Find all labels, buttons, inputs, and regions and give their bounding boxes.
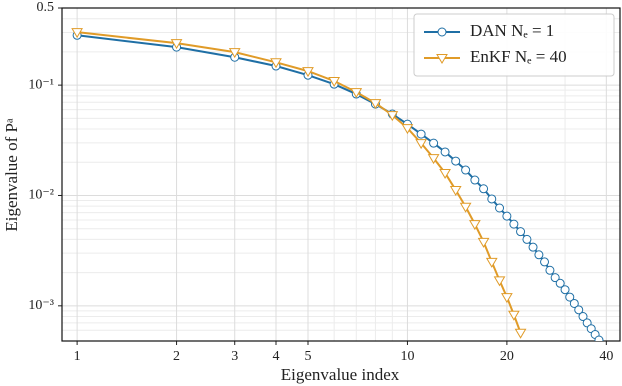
marker <box>508 310 520 321</box>
marker <box>594 335 604 341</box>
x-tick-label: 2 <box>173 349 180 364</box>
legend-box <box>413 13 615 77</box>
legend-marker <box>436 54 448 64</box>
marker <box>461 165 471 175</box>
marker <box>555 278 565 288</box>
marker <box>487 194 497 204</box>
marker <box>560 285 570 295</box>
marker <box>545 265 555 275</box>
marker <box>578 312 588 322</box>
series-line <box>76 34 600 341</box>
marker <box>270 58 282 69</box>
marker <box>415 139 427 150</box>
x-axis-label: Eigenvalue index <box>281 365 400 384</box>
marker <box>386 111 399 122</box>
x-tick-label: 1 <box>74 349 81 364</box>
marker <box>522 234 532 244</box>
marker <box>495 203 505 213</box>
marker <box>451 156 461 166</box>
plot-area <box>71 28 604 341</box>
y-tick-label: 0.5 <box>37 0 55 15</box>
marker <box>170 39 183 50</box>
marker <box>565 292 575 302</box>
y-axis-label: Eigenvalue of Pᵃ <box>2 118 21 232</box>
marker <box>427 154 440 165</box>
y-tick-label: 10⁻² <box>28 188 54 203</box>
marker <box>534 250 544 260</box>
marker <box>71 28 83 39</box>
plot-frame <box>61 7 621 342</box>
y-tick-label: 10⁻³ <box>28 298 54 313</box>
marker <box>416 129 426 139</box>
x-tick-label: 5 <box>305 349 312 364</box>
marker <box>302 67 314 78</box>
legend-marker <box>437 27 447 37</box>
y-tick-label: 10⁻¹ <box>28 77 54 92</box>
x-tick-label: 40 <box>599 349 613 364</box>
marker <box>449 186 462 197</box>
marker <box>470 175 480 185</box>
marker <box>328 76 341 87</box>
marker <box>569 298 579 308</box>
series-line <box>77 31 522 334</box>
x-tick-label: 10 <box>400 349 414 364</box>
marker <box>369 99 382 110</box>
x-tick-label: 4 <box>272 349 279 364</box>
marker <box>509 219 519 229</box>
marker <box>439 168 451 179</box>
marker <box>501 293 513 304</box>
marker <box>350 88 363 99</box>
marker <box>440 147 450 157</box>
marker <box>468 220 481 231</box>
legend-label: EnKF Nₑ = 40 <box>470 47 567 66</box>
marker <box>477 237 490 248</box>
legend-label: DAN Nₑ = 1 <box>470 21 554 40</box>
marker <box>401 124 414 135</box>
marker <box>550 273 560 283</box>
marker <box>228 48 241 59</box>
marker <box>502 211 512 221</box>
x-tick-label: 3 <box>231 349 238 364</box>
marker <box>485 257 498 268</box>
marker <box>574 305 584 315</box>
marker <box>528 242 538 252</box>
marker <box>516 227 526 237</box>
marker <box>514 328 527 339</box>
marker <box>459 202 472 213</box>
marker <box>493 276 506 287</box>
marker <box>479 184 489 194</box>
marker <box>429 138 439 148</box>
marker <box>540 257 550 267</box>
x-tick-label: 20 <box>500 349 514 364</box>
